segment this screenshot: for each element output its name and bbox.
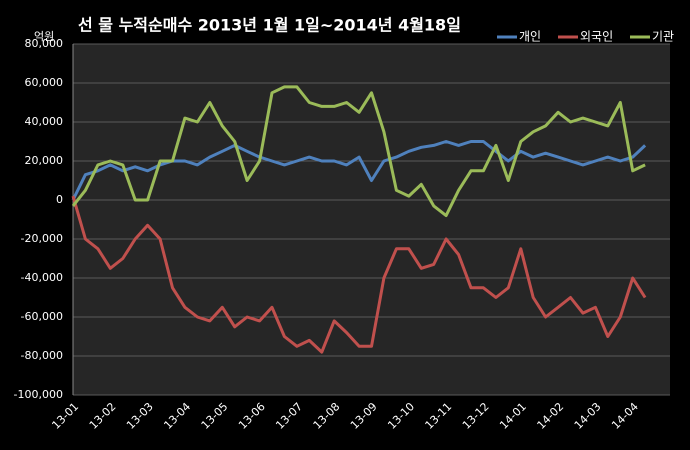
y-tick-label: 20,000 <box>25 154 64 167</box>
y-tick-label: -20,000 <box>21 232 63 245</box>
legend-label: 개인 <box>519 30 541 44</box>
y-tick-label: 60,000 <box>25 76 64 89</box>
y-tick-label: -60,000 <box>21 310 63 323</box>
y-unit: 억원 <box>34 30 54 43</box>
series-line <box>71 85 646 218</box>
y-tick-label: 80,000 <box>25 37 64 50</box>
chart-title: 선 물 누적순매수 2013년 1월 1일~2014년 4월18일 <box>78 16 461 35</box>
y-tick-label: -80,000 <box>21 349 63 362</box>
y-tick-label: -40,000 <box>21 271 63 284</box>
legend-label: 기관 <box>652 30 674 44</box>
series-line <box>71 195 647 354</box>
y-tick-label: -100,000 <box>14 388 63 401</box>
legend-label: 외국인 <box>580 30 613 44</box>
y-tick-label: 0 <box>56 193 63 206</box>
y-tick-label: 40,000 <box>25 115 64 128</box>
plot-area <box>73 44 670 395</box>
